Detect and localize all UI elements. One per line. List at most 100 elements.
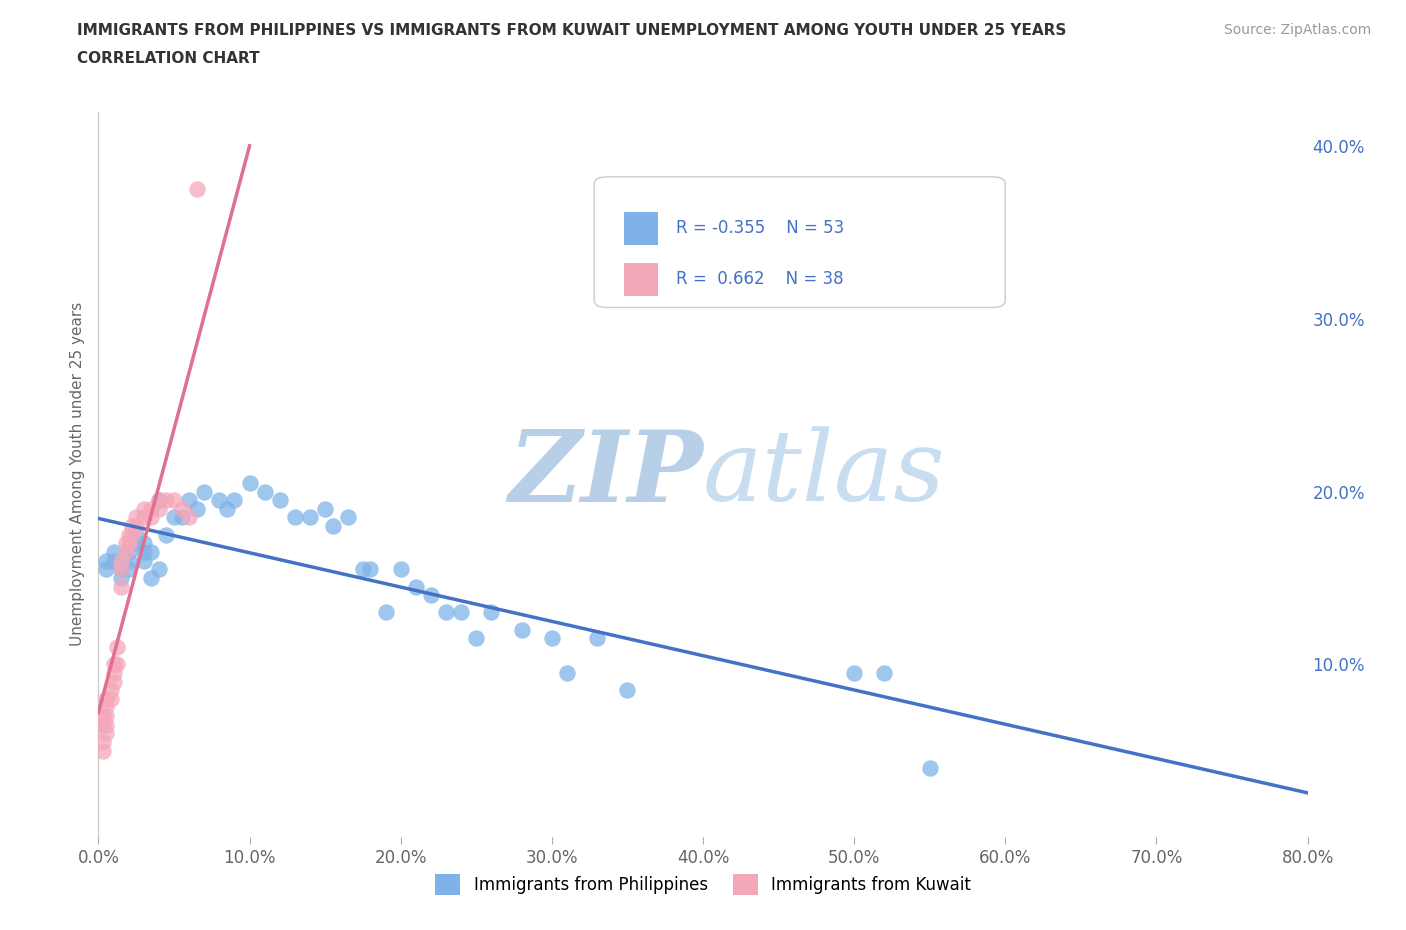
Point [269, 493, 291, 508]
Point [540, 631, 562, 645]
Point [155, 527, 177, 542]
Point [132, 553, 155, 568]
Point [148, 493, 170, 508]
Point [420, 588, 443, 603]
Point [103, 657, 125, 671]
Point [616, 683, 638, 698]
Point [239, 475, 262, 490]
Point [186, 182, 208, 197]
Point [110, 553, 132, 568]
Point [918, 761, 941, 776]
Point [91, 743, 114, 758]
Point [141, 510, 163, 525]
Point [434, 605, 457, 620]
Point [94, 562, 117, 577]
FancyBboxPatch shape [595, 177, 1005, 308]
Point [586, 631, 609, 645]
Point [94, 709, 117, 724]
Point [141, 501, 163, 516]
Point [389, 562, 412, 577]
Point [94, 553, 117, 568]
Point [163, 493, 186, 508]
Text: R = -0.355    N = 53: R = -0.355 N = 53 [676, 219, 845, 237]
Point [336, 510, 359, 525]
Point [110, 562, 132, 577]
Text: R =  0.662    N = 38: R = 0.662 N = 38 [676, 271, 844, 288]
Point [125, 510, 148, 525]
Point [155, 493, 177, 508]
Text: IMMIGRANTS FROM PHILIPPINES VS IMMIGRANTS FROM KUWAIT UNEMPLOYMENT AMONG YOUTH U: IMMIGRANTS FROM PHILIPPINES VS IMMIGRANT… [77, 23, 1067, 38]
Point [94, 691, 117, 706]
Point [284, 510, 307, 525]
Point [179, 510, 201, 525]
Point [873, 666, 896, 681]
Point [121, 519, 143, 534]
Point [91, 709, 114, 724]
Text: atlas: atlas [703, 427, 946, 522]
Point [132, 545, 155, 560]
Point [132, 536, 155, 551]
Point [105, 640, 128, 655]
Point [450, 605, 472, 620]
Point [100, 683, 122, 698]
FancyBboxPatch shape [624, 212, 658, 245]
Point [118, 545, 141, 560]
Point [132, 510, 155, 525]
Point [94, 717, 117, 732]
Point [105, 657, 128, 671]
Point [224, 493, 246, 508]
Legend: Immigrants from Philippines, Immigrants from Kuwait: Immigrants from Philippines, Immigrants … [429, 868, 977, 901]
Point [103, 553, 125, 568]
Point [215, 501, 238, 516]
Point [110, 562, 132, 577]
Y-axis label: Unemployment Among Youth under 25 years: Unemployment Among Youth under 25 years [69, 302, 84, 646]
Point [186, 501, 208, 516]
Point [352, 562, 374, 577]
Point [103, 666, 125, 681]
Point [110, 579, 132, 594]
Text: ZIP: ZIP [508, 426, 703, 523]
Point [121, 527, 143, 542]
Point [170, 501, 193, 516]
Point [118, 553, 141, 568]
Point [125, 519, 148, 534]
Point [179, 493, 201, 508]
Point [405, 579, 427, 594]
Point [141, 545, 163, 560]
Point [91, 735, 114, 750]
Point [100, 691, 122, 706]
Point [148, 501, 170, 516]
Point [110, 570, 132, 585]
Point [555, 666, 578, 681]
Point [103, 545, 125, 560]
Point [125, 527, 148, 542]
Point [314, 501, 336, 516]
Point [193, 485, 215, 499]
Point [170, 510, 193, 525]
Point [299, 510, 322, 525]
Point [148, 562, 170, 577]
Point [481, 605, 503, 620]
Point [163, 510, 186, 525]
Text: Source: ZipAtlas.com: Source: ZipAtlas.com [1223, 23, 1371, 37]
Point [360, 562, 382, 577]
Point [132, 501, 155, 516]
Point [94, 700, 117, 715]
Point [510, 622, 533, 637]
Point [844, 666, 866, 681]
Point [208, 493, 231, 508]
Point [141, 570, 163, 585]
FancyBboxPatch shape [624, 263, 658, 296]
Point [94, 726, 117, 741]
Point [118, 536, 141, 551]
Point [253, 485, 276, 499]
Point [148, 493, 170, 508]
Point [125, 536, 148, 551]
Point [114, 536, 136, 551]
Point [114, 545, 136, 560]
Point [465, 631, 488, 645]
Point [374, 605, 396, 620]
Point [118, 527, 141, 542]
Point [91, 717, 114, 732]
Text: CORRELATION CHART: CORRELATION CHART [77, 51, 260, 66]
